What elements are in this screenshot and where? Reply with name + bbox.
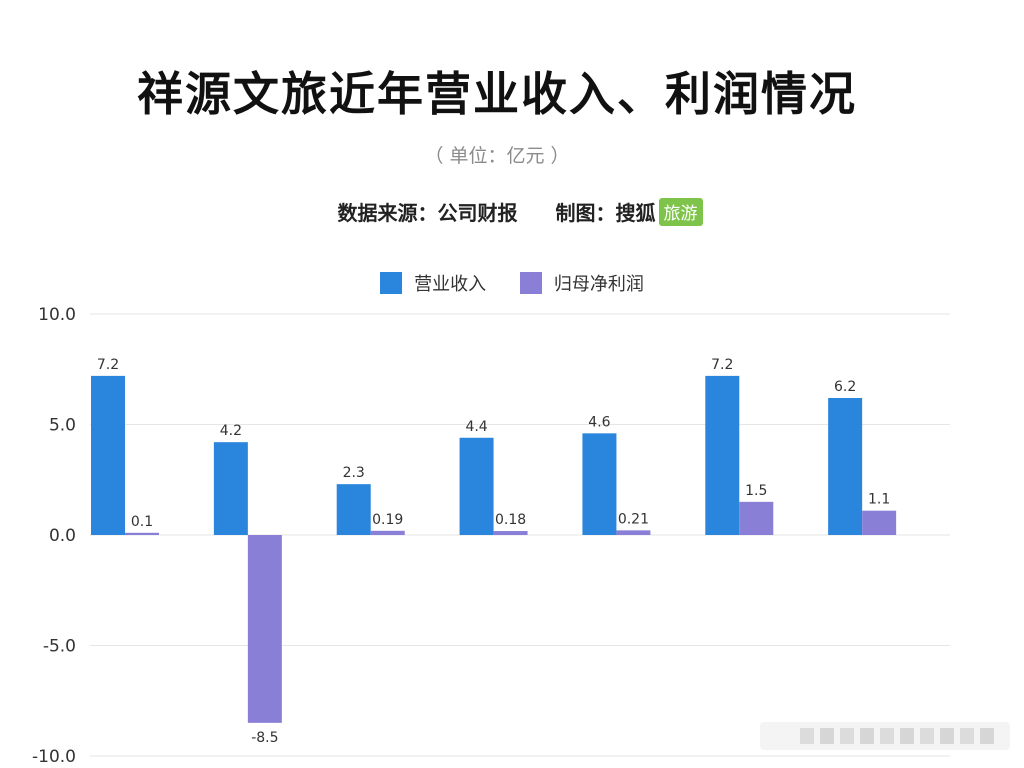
data-label-revenue: 4.2 bbox=[220, 423, 242, 439]
data-label-revenue: 4.6 bbox=[588, 414, 610, 430]
bar-revenue bbox=[582, 433, 617, 535]
data-label-profit: 1.5 bbox=[745, 483, 767, 499]
y-tick-label: -5.0 bbox=[43, 637, 76, 657]
y-tick-label: -10.0 bbox=[32, 747, 76, 767]
unit-label: （ 单位：亿元 ） bbox=[424, 145, 570, 167]
data-label-profit: 1.1 bbox=[868, 492, 890, 508]
credit-tag: 旅游 bbox=[658, 198, 703, 226]
source-row: 数据来源：公司财报 制图：搜狐 旅游 bbox=[0, 197, 1024, 226]
chart-title: 祥源文旅近年营业收入、利润情况 bbox=[137, 67, 857, 121]
bar-profit bbox=[125, 532, 159, 535]
bar-revenue bbox=[336, 484, 371, 535]
legend-label-revenue: 营业收入 bbox=[414, 274, 487, 295]
data-source-label: 数据来源：公司财报 bbox=[337, 201, 518, 225]
data-label-profit: 0.19 bbox=[372, 512, 403, 528]
y-tick-label: 5.0 bbox=[49, 416, 76, 436]
bar-profit bbox=[739, 501, 774, 535]
data-label-profit: -8.5 bbox=[251, 730, 278, 746]
legend: 营业收入 归母净利润 bbox=[0, 270, 1024, 296]
bar-profit bbox=[247, 535, 282, 723]
bar-revenue bbox=[91, 375, 125, 535]
data-label-profit: 0.21 bbox=[618, 511, 649, 527]
y-tick-label: 10.0 bbox=[38, 305, 76, 325]
credit-name: 搜狐 bbox=[615, 201, 656, 225]
bar-profit bbox=[493, 531, 528, 535]
legend-swatch-revenue bbox=[380, 272, 403, 294]
legend-item-revenue: 营业收入 bbox=[380, 270, 486, 296]
credit-label: 制图： bbox=[555, 201, 616, 225]
data-label-revenue: 7.2 bbox=[97, 357, 119, 373]
legend-item-profit: 归母净利润 bbox=[519, 270, 644, 296]
legend-swatch-profit bbox=[519, 272, 542, 294]
bar-revenue bbox=[828, 397, 863, 535]
data-label-revenue: 6.2 bbox=[834, 379, 856, 395]
bar-revenue bbox=[459, 437, 494, 535]
bar-profit bbox=[370, 530, 405, 535]
bar-revenue bbox=[213, 442, 248, 535]
data-label-profit: 0.1 bbox=[131, 514, 153, 530]
data-label-revenue: 2.3 bbox=[343, 465, 365, 481]
legend-label-profit: 归母净利润 bbox=[553, 274, 644, 295]
data-label-profit: 0.18 bbox=[495, 512, 526, 528]
bar-profit bbox=[862, 510, 897, 535]
data-label-revenue: 4.4 bbox=[465, 419, 487, 435]
data-label-revenue: 7.2 bbox=[711, 357, 733, 373]
y-tick-label: 0.0 bbox=[49, 526, 76, 546]
bar-revenue bbox=[705, 375, 740, 535]
watermark-logo bbox=[760, 722, 1010, 750]
bar-profit bbox=[616, 530, 651, 535]
